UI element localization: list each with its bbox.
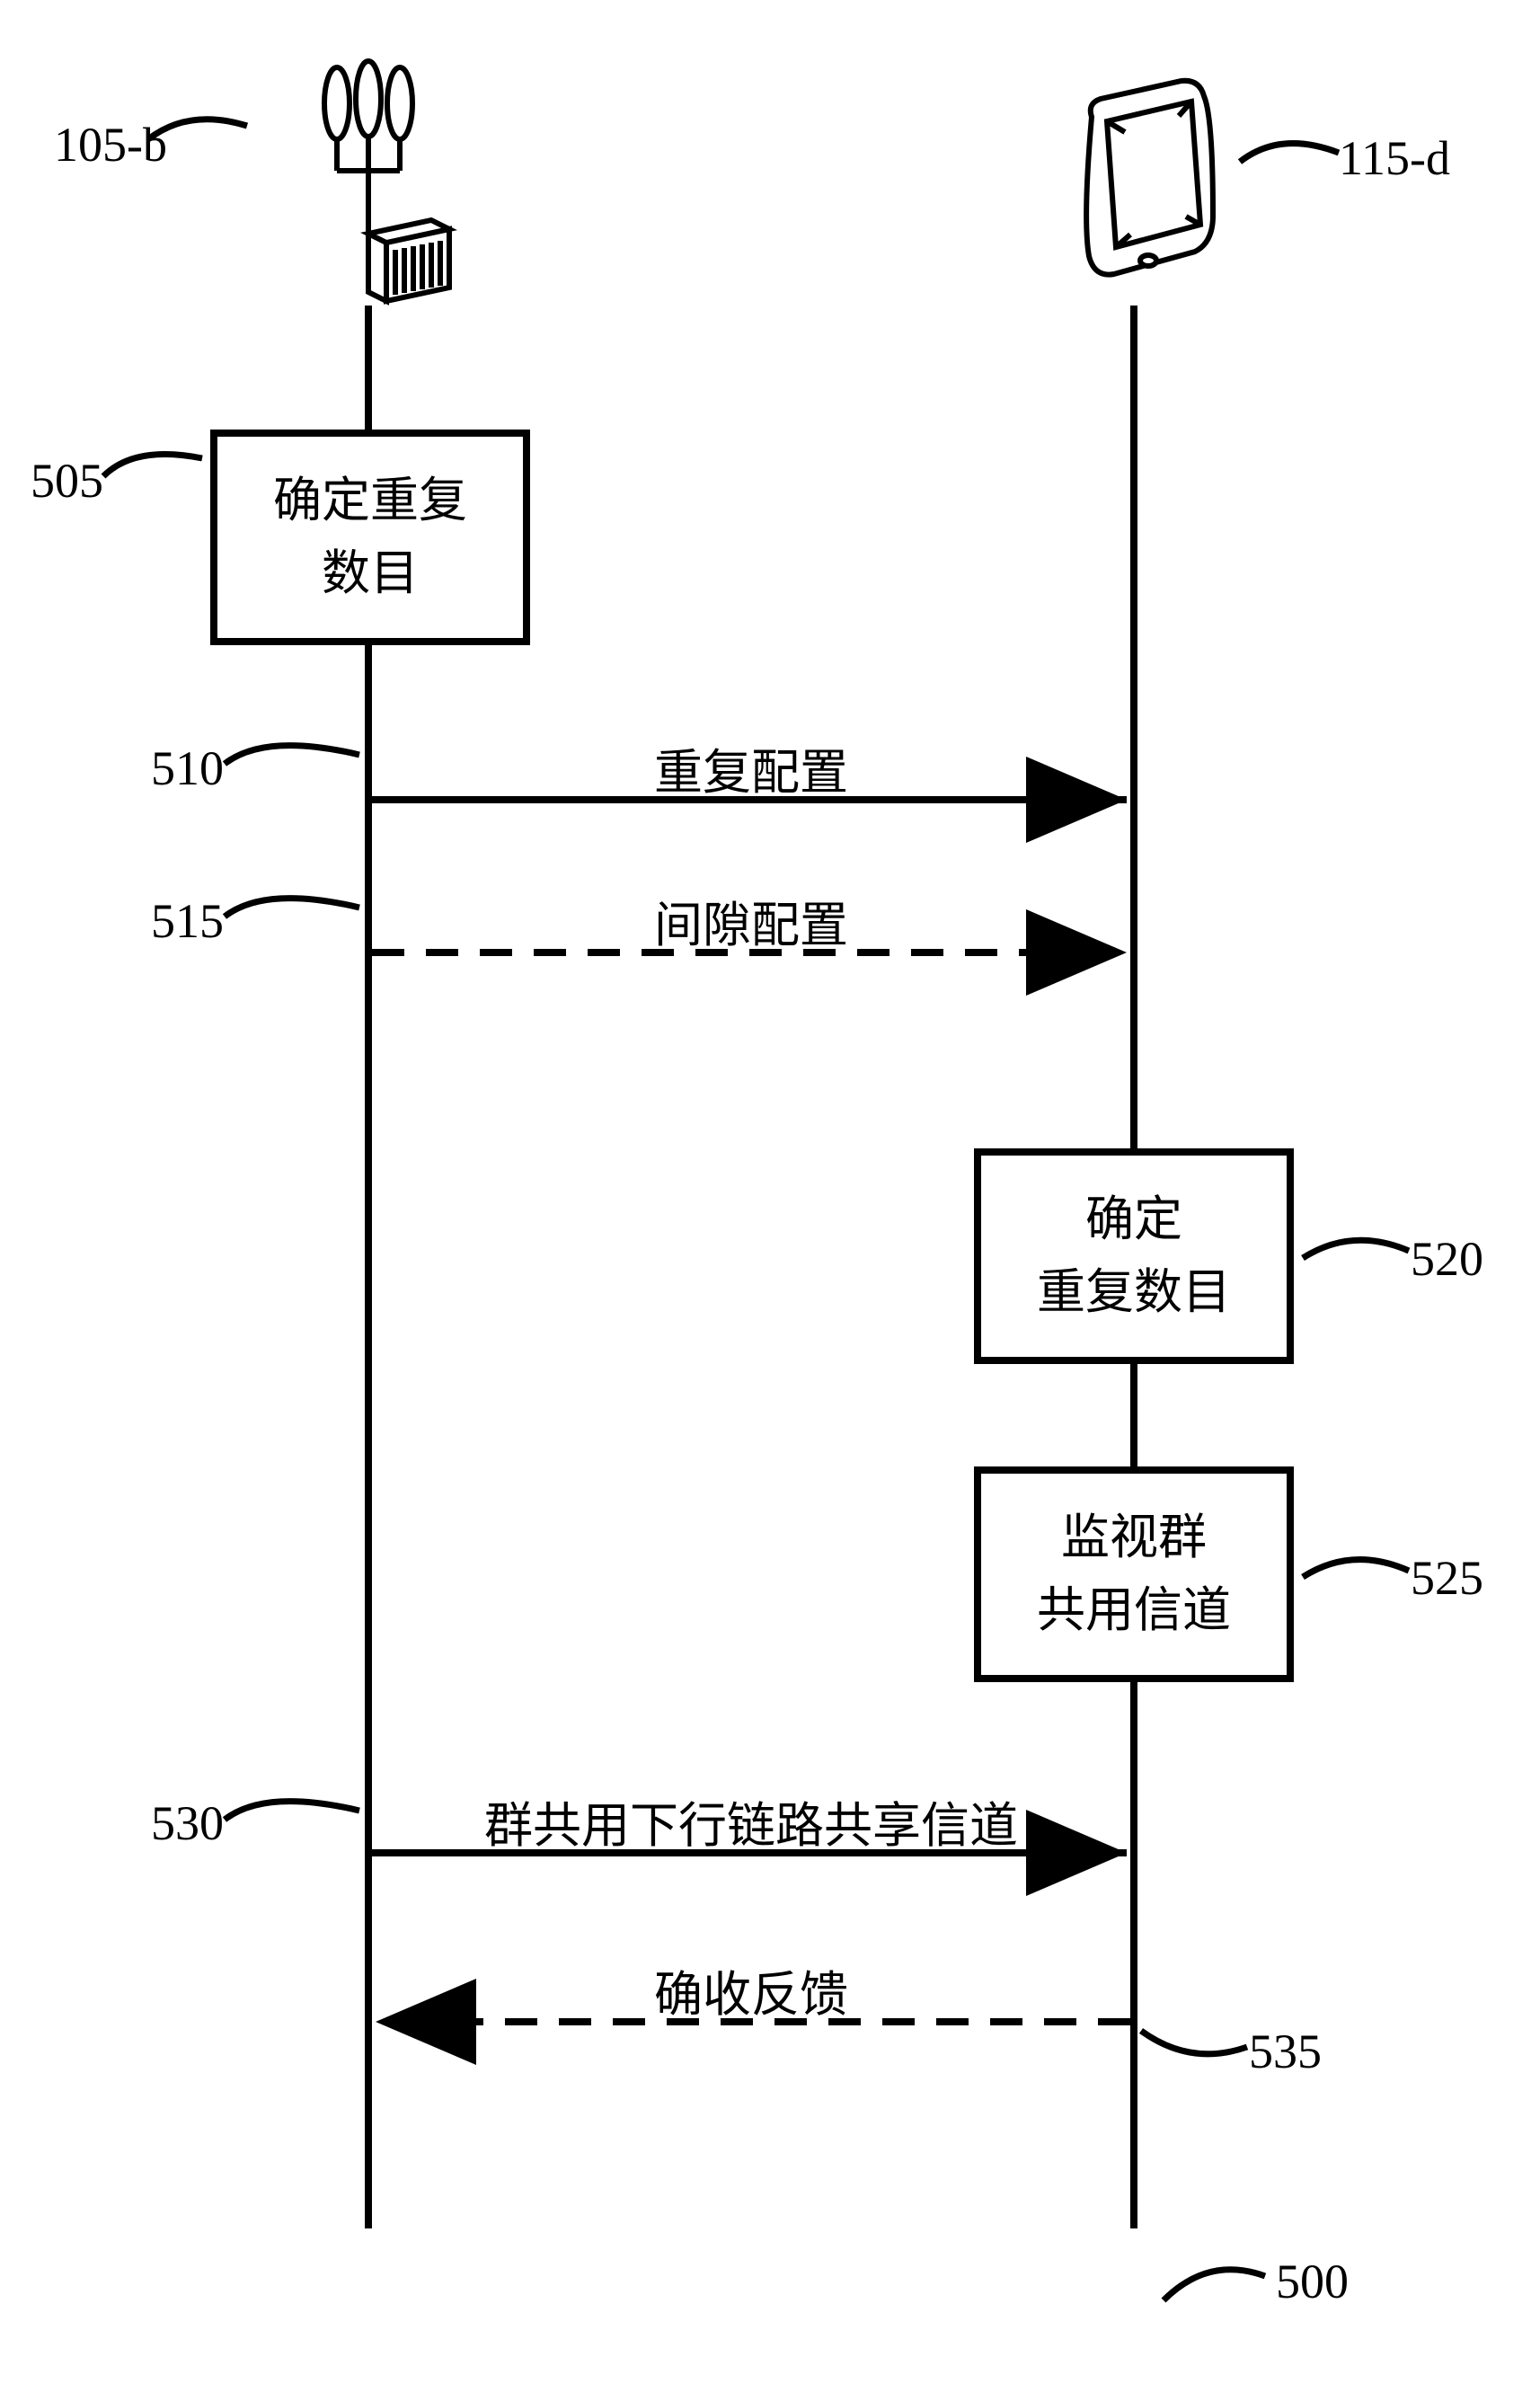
- figure-ref: 500: [1276, 2254, 1349, 2309]
- ref-520: 520: [1411, 1231, 1483, 1287]
- sequence-diagram: 105-b 115-d 确定重复 数目 505 确定 重复数目 520 监视群 …: [0, 0, 1540, 2392]
- box-step-505: 确定重复 数目: [210, 430, 530, 645]
- box-step-520: 确定 重复数目: [974, 1148, 1294, 1364]
- actor-id-base-station: 105-b: [54, 117, 167, 173]
- arrow-label-530: 群共用下行链路共享信道: [368, 1785, 1134, 1856]
- ref-510: 510: [151, 740, 224, 796]
- arrow-label-510: 重复配置: [368, 732, 1134, 803]
- box-step-525: 监视群 共用信道: [974, 1466, 1294, 1682]
- ref-515: 515: [151, 893, 224, 949]
- ref-525: 525: [1411, 1550, 1483, 1606]
- ref-535: 535: [1249, 2024, 1322, 2079]
- arrow-label-535: 确收反馈: [368, 1954, 1134, 2025]
- box-step-520-text: 确定 重复数目: [1037, 1183, 1231, 1329]
- box-step-525-text: 监视群 共用信道: [1037, 1502, 1231, 1647]
- ref-530: 530: [151, 1795, 224, 1851]
- base-station-icon: [243, 54, 494, 323]
- box-step-505-text: 确定重复 数目: [273, 465, 467, 610]
- ref-505: 505: [31, 453, 103, 509]
- arrow-label-515: 间隙配置: [368, 885, 1134, 956]
- actor-id-device: 115-d: [1339, 130, 1450, 186]
- phone-icon: [1051, 76, 1231, 310]
